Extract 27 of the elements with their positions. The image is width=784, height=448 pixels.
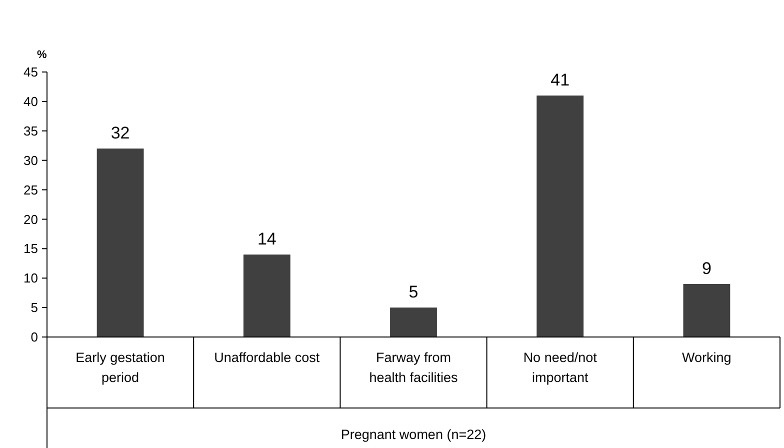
y-tick-label: 15 [24,241,38,256]
bar [243,254,290,337]
x-axis-title: Pregnant women (n=22) [340,427,486,442]
y-tick-label: 30 [24,152,38,168]
data-label: 9 [702,259,712,278]
y-axis-title: % [37,49,47,61]
y-tick-label: 35 [24,123,38,138]
y-tick-label: 45 [24,64,38,80]
bar [390,308,437,337]
y-tick-label: 25 [24,182,38,198]
data-label: 14 [257,230,276,249]
data-label: 41 [550,70,570,90]
data-label: 32 [110,124,130,143]
bar [683,284,730,337]
data-label: 5 [408,282,418,302]
x-tick-label: Unaffordable cost [214,350,320,365]
x-tick-label: Early gestation period [76,350,165,385]
x-tick-label: Working [682,350,732,365]
y-tick-label: 10 [24,270,38,286]
y-tick-label: 40 [24,94,38,109]
x-tick-label: Farway from health facilities [369,350,458,385]
x-tick-label: No need/not important [523,350,598,385]
y-tick-label: 0 [30,330,38,345]
y-tick-label: 5 [30,300,38,316]
bar [96,148,144,337]
y-tick-label: 20 [24,212,38,227]
bar [536,96,584,337]
